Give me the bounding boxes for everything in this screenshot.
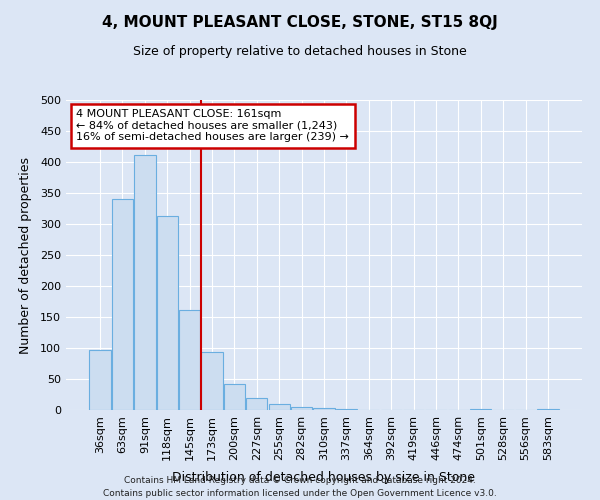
Text: Contains HM Land Registry data © Crown copyright and database right 2024.: Contains HM Land Registry data © Crown c… xyxy=(124,476,476,485)
Bar xyxy=(313,408,335,410)
Bar xyxy=(291,407,312,410)
Bar xyxy=(246,398,268,410)
Text: Contains public sector information licensed under the Open Government Licence v3: Contains public sector information licen… xyxy=(103,488,497,498)
Bar xyxy=(269,404,290,410)
Bar xyxy=(89,350,111,410)
Text: Size of property relative to detached houses in Stone: Size of property relative to detached ho… xyxy=(133,45,467,58)
Y-axis label: Number of detached properties: Number of detached properties xyxy=(19,156,32,354)
Bar xyxy=(224,384,245,410)
Bar xyxy=(202,352,223,410)
Text: 4, MOUNT PLEASANT CLOSE, STONE, ST15 8QJ: 4, MOUNT PLEASANT CLOSE, STONE, ST15 8QJ xyxy=(102,15,498,30)
Bar xyxy=(179,310,200,410)
Bar xyxy=(112,198,133,410)
Bar xyxy=(134,154,155,410)
Text: 4 MOUNT PLEASANT CLOSE: 161sqm
← 84% of detached houses are smaller (1,243)
16% : 4 MOUNT PLEASANT CLOSE: 161sqm ← 84% of … xyxy=(76,110,349,142)
X-axis label: Distribution of detached houses by size in Stone: Distribution of detached houses by size … xyxy=(173,471,476,484)
Bar xyxy=(157,216,178,410)
